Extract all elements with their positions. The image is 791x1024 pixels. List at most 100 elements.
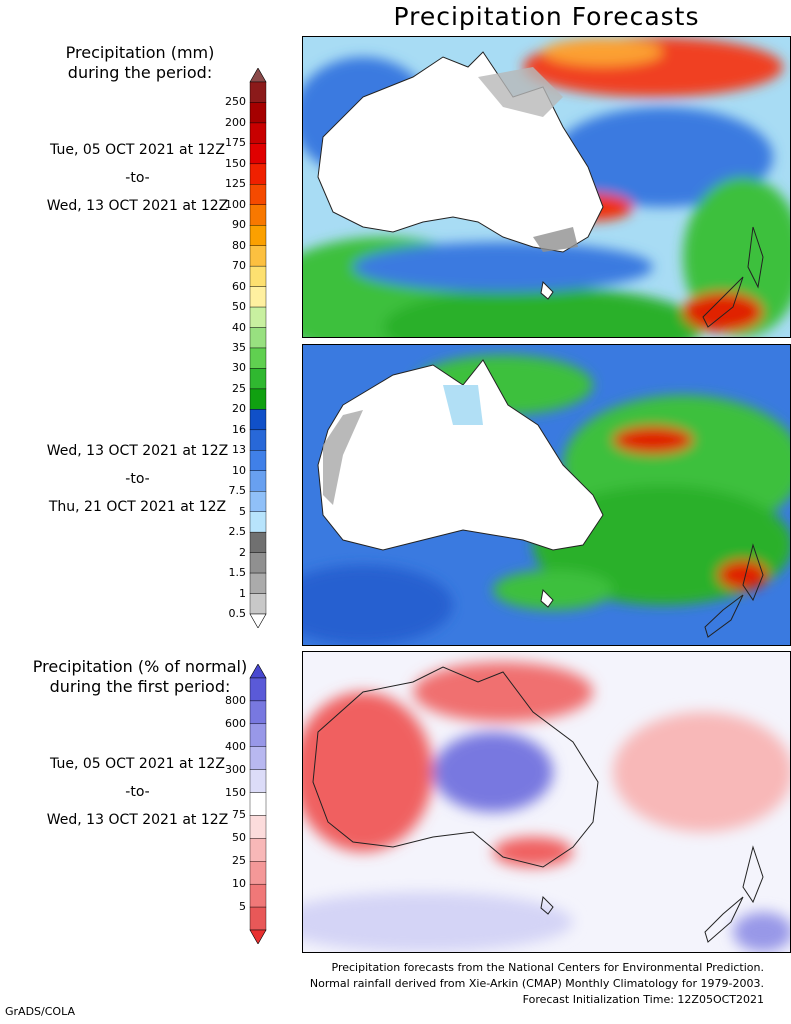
percent-scale-swatch [249,906,267,931]
period-2-start: Wed, 13 OCT 2021 at 12Z [46,443,229,459]
footer-line-1: Precipitation forecasts from the Nationa… [331,961,765,974]
amount-scale-label: 0.5 [228,607,247,620]
percent-scale-swatch [249,838,267,862]
amount-scale-label: 20 [232,402,246,416]
amount-scale-label: 2 [239,545,246,559]
precip-map-period-1 [303,37,790,337]
period-1-end: Wed, 13 OCT 2021 at 12Z [46,198,229,214]
percent-scale-swatch [249,746,267,770]
percent-scale-bottom-arrow [249,929,267,944]
amount-scale-swatch [249,593,267,615]
percent-scale-label: 400 [225,739,246,753]
amount-scale-swatch [249,388,267,410]
amount-scale-swatch [249,511,267,533]
amount-scale-swatch [249,265,267,287]
amount-scale-swatch [249,122,267,144]
period-3-start: Tue, 05 OCT 2021 at 12Z [50,756,225,772]
percent-color-scale: 800 600 400 300 150 75 50 25 10 5 [218,664,298,944]
amount-scale-swatch [249,306,267,328]
amount-scale-swatch [249,163,267,185]
amount-scale-label: 25 [232,381,246,395]
amount-header: Precipitation (mm) during the period: [30,43,250,83]
amount-scale-swatch [249,81,267,103]
percent-scale-bar [249,664,267,944]
amount-scale-label: 90 [232,218,246,232]
percent-scale-swatch [249,861,267,885]
amount-scale-label: 100 [225,197,246,211]
percent-scale-label: 300 [225,762,246,776]
amount-scale-swatch [249,286,267,308]
amount-scale-bottom-arrow [249,613,267,628]
page-title: Precipitation Forecasts [393,2,700,31]
amount-scale-swatch [249,409,267,431]
grads-credit: GrADS/COLA [5,1005,75,1018]
amount-scale-label: 60 [232,279,246,293]
period-1-label: Tue, 05 OCT 2021 at 12Z -to- Wed, 13 OCT… [30,136,245,220]
amount-scale-label: 10 [232,463,246,477]
amount-scale-label: 5 [239,504,246,518]
percent-header-line2: during the first period: [49,677,231,696]
amount-scale-swatch [249,470,267,492]
amount-scale-swatch [249,204,267,226]
percent-scale-top-arrow [249,664,267,679]
amount-header-line1: Precipitation (mm) [65,43,215,62]
amount-scale-label: 175 [225,136,246,150]
amount-scale-swatch [249,327,267,349]
amount-header-line2: during the period: [67,63,213,82]
percent-scale-swatch [249,815,267,839]
amount-color-scale: 250 200 175 150 125 100 90 80 70 60 50 40 35 30 25 20 16… [218,68,298,628]
percent-scale-label: 75 [232,808,246,822]
amount-scale-swatch [249,184,267,205]
percent-scale-swatch [249,792,267,816]
amount-scale-swatch [249,225,267,246]
amount-scale-swatch [249,531,267,553]
amount-scale-label: 1.5 [228,566,247,580]
amount-scale-swatch [249,572,267,594]
amount-scale-swatch [249,143,267,165]
amount-scale-swatch [249,368,267,390]
amount-scale-swatch [249,102,267,124]
amount-scale-label: 13 [232,443,246,457]
amount-scale-swatch [249,450,267,471]
percent-scale-label: 50 [232,831,246,845]
period-2-sep: -to- [125,471,150,487]
percent-scale-swatch [249,677,267,702]
period-3-sep: -to- [125,784,150,800]
amount-scale-swatch [249,429,267,451]
period-1-start: Tue, 05 OCT 2021 at 12Z [50,142,225,158]
percent-scale-label: 800 [225,693,246,707]
map-panel-percent-normal [302,651,791,953]
period-3-label: Tue, 05 OCT 2021 at 12Z -to- Wed, 13 OCT… [30,750,245,834]
amount-scale-label: 50 [232,300,246,314]
amount-scale-swatch [249,347,267,369]
map-panel-period-2 [302,344,791,646]
amount-scale-label: 7.5 [228,484,247,498]
amount-scale-label: 200 [225,115,246,129]
amount-scale-label: 35 [232,341,246,354]
period-2-end: Thu, 21 OCT 2021 at 12Z [48,499,227,515]
period-1-sep: -to- [125,170,150,186]
amount-scale-label: 1 [239,586,246,600]
amount-scale-label: 125 [225,177,246,191]
amount-scale-label: 250 [225,95,246,109]
footer-line-3: Forecast Initialization Time: 12Z05OCT20… [522,993,764,1006]
amount-scale-bar [249,68,267,628]
map-panel-period-1 [302,36,791,338]
amount-scale-label: 40 [232,320,246,334]
period-3-end: Wed, 13 OCT 2021 at 12Z [46,812,229,828]
amount-scale-top-arrow [249,68,267,83]
amount-scale-label: 80 [232,238,246,252]
amount-scale-label: 150 [225,156,246,170]
amount-scale-label: 16 [232,422,246,436]
amount-scale-label: 70 [232,259,246,273]
percent-header-line1: Precipitation (% of normal) [32,657,248,676]
footer-notes: Precipitation forecasts from the Nationa… [310,960,764,1008]
percent-scale-label: 600 [225,716,246,730]
period-2-label: Wed, 13 OCT 2021 at 12Z -to- Thu, 21 OCT… [30,437,245,521]
percent-scale-swatch [249,723,267,747]
amount-scale-swatch [249,552,267,574]
percent-normal-map [303,652,790,952]
percent-scale-label: 10 [232,877,246,891]
percent-scale-swatch [249,883,267,908]
percent-header: Precipitation (% of normal) during the f… [10,657,270,697]
